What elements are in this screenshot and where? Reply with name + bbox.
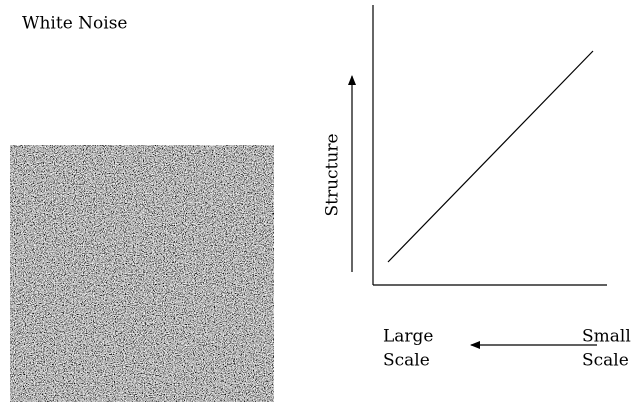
title: White Noise bbox=[22, 14, 128, 34]
right-label: Small bbox=[582, 327, 631, 347]
noise-image bbox=[10, 145, 274, 402]
left-label: Large bbox=[383, 327, 434, 347]
trend-line bbox=[388, 51, 593, 262]
diagram: White Noise Structure Large Scale Small … bbox=[0, 0, 641, 404]
left-label: Scale bbox=[383, 351, 430, 371]
right-label: Scale bbox=[582, 351, 629, 371]
axis-label: Structure bbox=[323, 133, 343, 216]
